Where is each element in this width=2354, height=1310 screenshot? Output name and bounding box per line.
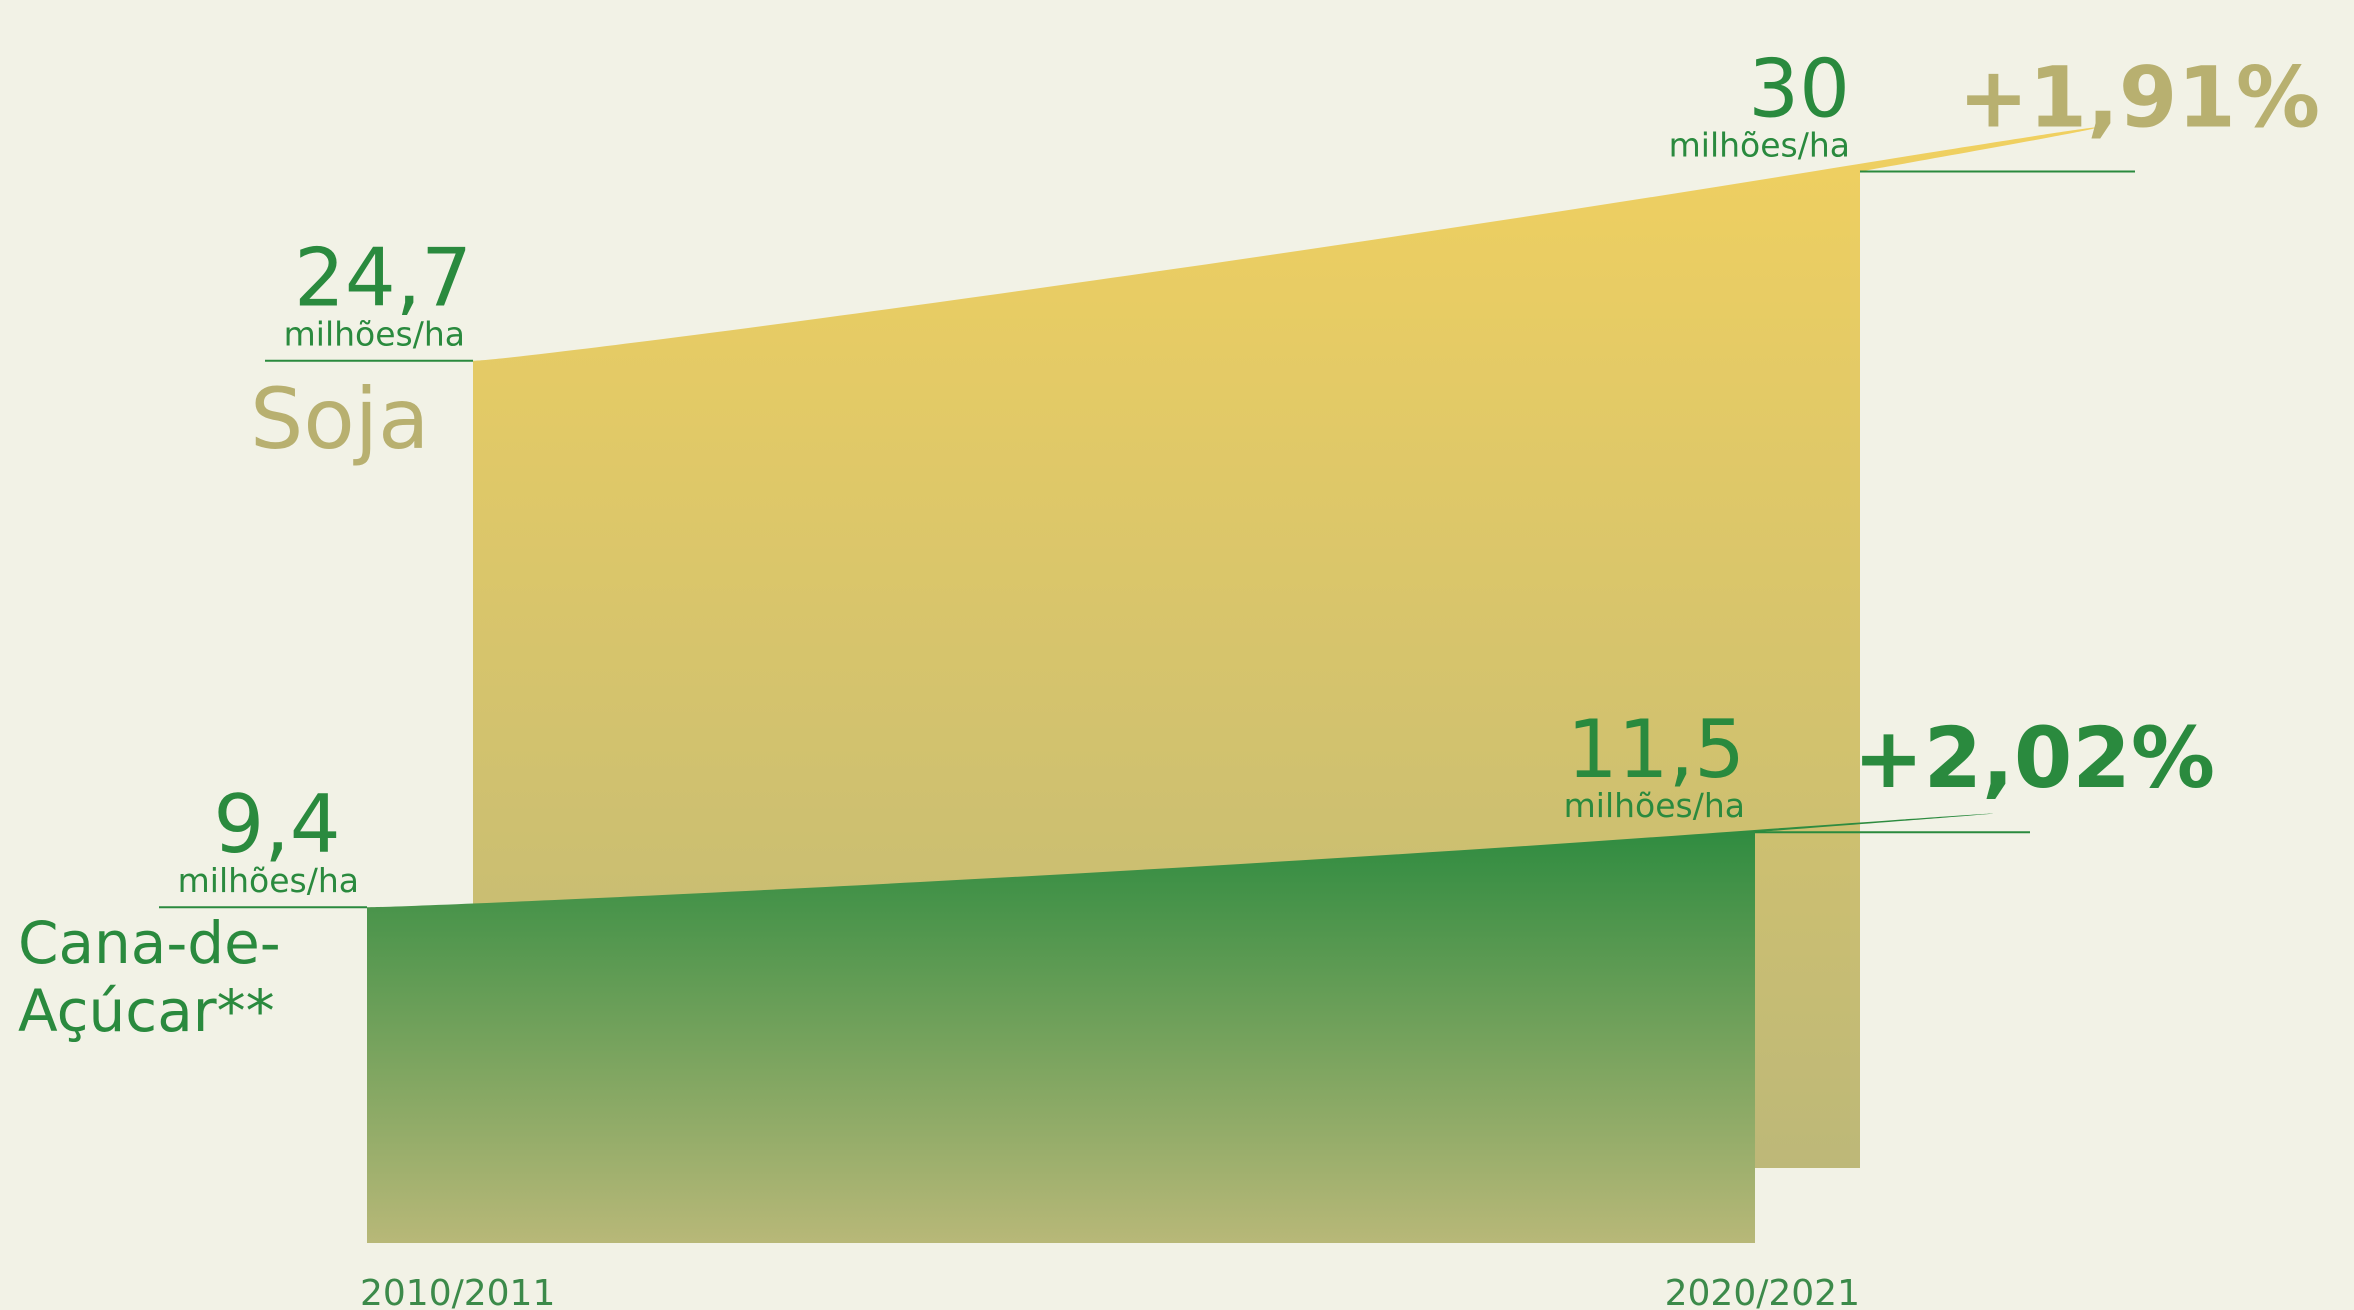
x-tick-label: 2010/2011 [360,1273,555,1310]
series-name: Soja [250,369,430,468]
value-label: 9,4 [213,778,340,871]
series-name: Cana-de-Açúcar** [18,909,281,1046]
change-label: +1,91% [1958,48,2320,146]
unit-label: milhões/ha [1564,786,1745,825]
unit-label: milhões/ha [178,861,359,900]
change-label: +2,02% [1853,709,2215,807]
x-tick-label: 2020/2021 [1665,1273,1860,1310]
value-label: 11,5 [1567,703,1745,796]
unit-label: milhões/ha [1669,125,1850,164]
unit-label: milhões/ha [284,315,465,354]
value-label: 30 [1748,42,1850,135]
area [367,813,1994,1243]
value-label: 24,7 [294,232,472,325]
